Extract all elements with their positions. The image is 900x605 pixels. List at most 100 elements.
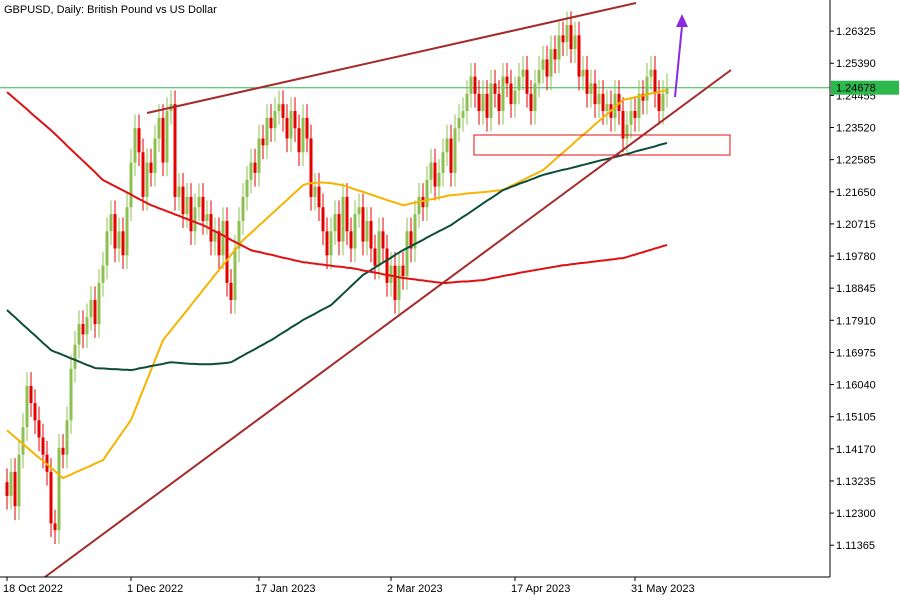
candle-body <box>217 231 221 256</box>
projection-arrow-head <box>676 14 688 27</box>
candle-body <box>209 214 213 242</box>
candle-body <box>221 220 225 256</box>
candle-body <box>477 93 481 112</box>
candle-body <box>565 25 569 43</box>
candle-body <box>557 35 561 60</box>
candle-body <box>521 69 525 77</box>
candle-body <box>233 248 237 301</box>
candle-body <box>397 265 401 301</box>
candle-body <box>185 196 189 215</box>
candle-body <box>581 69 585 77</box>
projection-arrow <box>674 25 683 98</box>
y-tick-label: 1.26325 <box>836 26 876 38</box>
candle-body <box>85 317 89 335</box>
candle-body <box>545 59 549 77</box>
candle-body <box>5 482 9 496</box>
candle-body <box>81 324 85 335</box>
candle-body <box>113 214 117 249</box>
candle-body <box>149 162 153 173</box>
candle-body <box>641 93 645 101</box>
candle-body <box>273 111 277 129</box>
candle-body <box>157 117 161 139</box>
candle-body <box>505 76 509 84</box>
candle-body <box>129 162 133 208</box>
y-tick-label: 1.16040 <box>836 380 876 392</box>
y-tick-label: 1.17910 <box>836 315 876 327</box>
candle-body <box>301 117 305 153</box>
candle-body <box>625 124 629 139</box>
candle-body <box>593 83 597 105</box>
moving-average-line <box>6 141 668 372</box>
candle-body <box>629 111 633 125</box>
candle-body <box>425 179 429 208</box>
candle-body <box>633 111 637 118</box>
candle-body <box>241 196 245 221</box>
y-tick-label: 1.12300 <box>836 508 876 520</box>
candle-body <box>77 324 81 345</box>
candle-body <box>261 138 265 146</box>
candle-body <box>577 35 581 77</box>
candle-body <box>89 300 93 318</box>
candle-body <box>133 128 137 163</box>
candle-body <box>53 523 57 531</box>
candle-body <box>353 214 357 249</box>
candle-body <box>333 214 337 232</box>
candle-body <box>401 265 405 276</box>
moving-average-line <box>6 89 668 480</box>
candle-body <box>253 162 257 173</box>
candle-body <box>377 231 381 266</box>
y-tick-label: 1.16975 <box>836 347 876 359</box>
candle-body <box>369 220 373 249</box>
candle-body <box>121 231 125 256</box>
candle-body <box>161 117 165 163</box>
candle-body <box>385 248 389 283</box>
candle-body <box>281 104 285 118</box>
candle-body <box>101 265 105 283</box>
x-tick-label: 31 May 2023 <box>631 583 695 595</box>
candle-body <box>429 162 433 180</box>
candle-body <box>601 93 605 112</box>
candle-body <box>73 344 77 369</box>
candle-body <box>645 76 649 101</box>
candle-body <box>205 214 209 221</box>
candle-body <box>189 196 193 232</box>
x-tick-label: 17 Jan 2023 <box>255 583 316 595</box>
candle-body <box>381 231 385 249</box>
candle-body <box>497 93 501 112</box>
candle-body <box>341 196 345 242</box>
candle-body <box>21 427 25 455</box>
candle-body <box>257 138 261 173</box>
candle-body <box>409 231 413 249</box>
candle-body <box>345 196 349 232</box>
y-tick-label: 1.19780 <box>836 251 876 263</box>
y-tick-label: 1.20715 <box>836 219 876 231</box>
candle-body <box>37 420 41 438</box>
candle-body <box>277 104 281 112</box>
candle-body <box>589 83 593 94</box>
candle-body <box>393 265 397 301</box>
candle-body <box>449 138 453 173</box>
candle-body <box>137 128 141 153</box>
candle-body <box>509 83 513 105</box>
candle-body <box>197 196 201 208</box>
candle-body <box>181 186 185 215</box>
y-tick-label: 1.14170 <box>836 444 876 456</box>
candle-body <box>309 138 313 197</box>
candle-body <box>229 282 233 301</box>
candle-body <box>105 231 109 266</box>
candle-body <box>529 93 533 112</box>
candle-body <box>481 93 485 112</box>
candle-body <box>9 471 13 496</box>
candle-body <box>97 282 101 325</box>
candle-body <box>285 117 289 139</box>
y-tick-label: 1.13235 <box>836 476 876 488</box>
candle-body <box>329 231 333 256</box>
candle-body <box>357 207 361 215</box>
candle-body <box>93 300 97 325</box>
candle-body <box>517 76 521 91</box>
candle-body <box>265 117 269 146</box>
candle-body <box>313 186 317 197</box>
moving-average-line <box>6 91 668 285</box>
